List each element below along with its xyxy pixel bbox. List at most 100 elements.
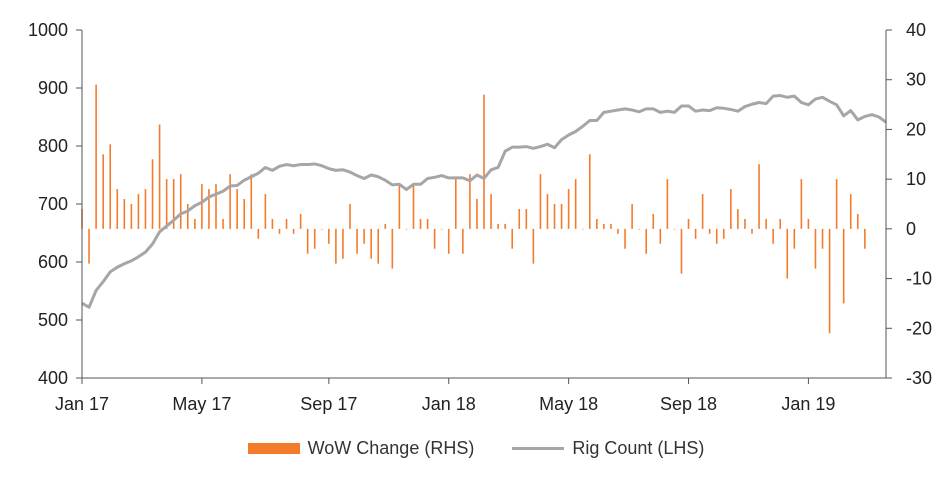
wow-change-bar [828,228,831,334]
wow-change-bar [398,184,401,229]
legend-label-wow-change: WoW Change (RHS) [307,438,475,458]
wow-change-bar [257,228,260,239]
wow-change-bar [652,213,655,229]
wow-change-bar [426,218,429,229]
right-tick-label: 0 [906,219,916,239]
wow-change-bar [377,228,380,264]
bars-layer [81,84,866,334]
left-tick-label: 400 [38,368,68,388]
wow-change-bar [708,228,711,234]
x-tick-label: Sep 18 [660,394,717,414]
wow-change-bar [807,218,810,229]
wow-change-bar [208,189,210,229]
wow-change-bar [109,144,112,229]
wow-change-bar [490,194,492,229]
right-tick-label: 10 [906,169,926,189]
wow-change-bar [539,174,542,229]
left-tick-label: 500 [38,310,68,330]
right-tick-label: 30 [906,70,926,90]
left-tick-label: 700 [38,194,68,214]
wow-change-bar [751,228,753,234]
legend-swatch-bar [247,443,300,454]
chart-svg: 400 500 600 700 800 900 1000 -30 -20 -10 0 10 20 30 40… [28,20,932,414]
wow-change-bar [440,228,443,230]
wow-change-bar [596,218,598,229]
wow-change-bar [687,218,690,229]
right-tick-label: -20 [906,318,932,338]
wow-change-bar [194,218,196,229]
wow-change-bar [299,213,302,229]
wow-change-bar [525,208,528,229]
wow-change-bar [659,228,662,244]
wow-change-bar [617,228,619,234]
wow-change-bar [151,159,154,229]
right-tick-label: -30 [906,368,932,388]
wow-change-bar [363,228,365,244]
axes-layer: 400 500 600 700 800 900 1000 -30 -20 -10 0 10 20 30 40… [28,20,932,414]
wow-change-bar [419,218,422,229]
wow-change-bar [370,228,372,259]
wow-change-bar [102,154,104,229]
wow-change-bar [391,228,394,269]
wow-change-bar [172,179,175,229]
x-tick-label: Jan 18 [422,394,476,414]
wow-change-bar [849,194,852,229]
wow-change-bar [335,228,337,264]
wow-change-bar [158,124,161,229]
wow-change-bar [313,228,316,249]
wow-change-bar [730,189,732,229]
wow-change-bar [433,228,436,249]
wow-change-bar [511,228,514,249]
wow-change-bar [835,179,838,229]
wow-change-bar [567,189,570,229]
wow-change-bar [715,228,718,244]
wow-change-bar [624,228,626,249]
wow-change-bar [722,228,725,239]
right-tick-label: 20 [906,119,926,139]
wow-change-bar [462,228,464,254]
wow-change-bar [285,218,288,229]
wow-change-bar [250,174,253,229]
left-tick-label: 900 [38,78,68,98]
wow-change-bar [278,228,281,234]
wow-change-bar [737,208,739,229]
x-tick-label: Sep 17 [300,394,357,414]
wow-change-bar [814,228,817,269]
wow-change-bar [765,218,767,229]
left-tick-label: 1000 [28,20,68,40]
wow-change-bar [574,179,577,229]
wow-change-bar [793,228,796,249]
legend-label-rig-count: Rig Count (LHS) [572,438,705,458]
wow-change-bar [856,213,859,229]
wow-change-bar [560,204,563,229]
wow-change-bar [320,228,323,230]
wow-change-bar [201,184,203,229]
wow-change-bar [610,223,612,229]
wow-change-bar [758,164,760,229]
wow-change-bar [384,223,387,229]
legend-item-rig-count: Rig Count (LHS) [512,438,704,459]
wow-change-bar [349,204,351,229]
wow-change-bar [588,154,591,229]
wow-change-bar [772,228,774,244]
wow-change-bar [356,228,358,254]
wow-change-bar [518,208,521,229]
wow-change-bar [800,179,803,229]
wow-change-bar [123,199,126,229]
wow-change-bar [744,218,746,229]
wow-change-bar [271,218,274,229]
wow-change-bar [229,174,231,229]
wow-change-bar [264,194,267,229]
wow-change-bar [546,194,549,229]
wow-change-bar [638,228,640,230]
wow-change-bar [483,94,485,229]
wow-change-bar [328,228,330,244]
wow-change-bar [222,218,224,229]
right-tick-label: -10 [906,269,932,289]
wow-change-bar [88,228,90,264]
wow-change-bar [864,228,866,249]
wow-change-bar [95,84,97,229]
wow-change-bar [342,228,344,259]
wow-change-bar [137,194,140,229]
